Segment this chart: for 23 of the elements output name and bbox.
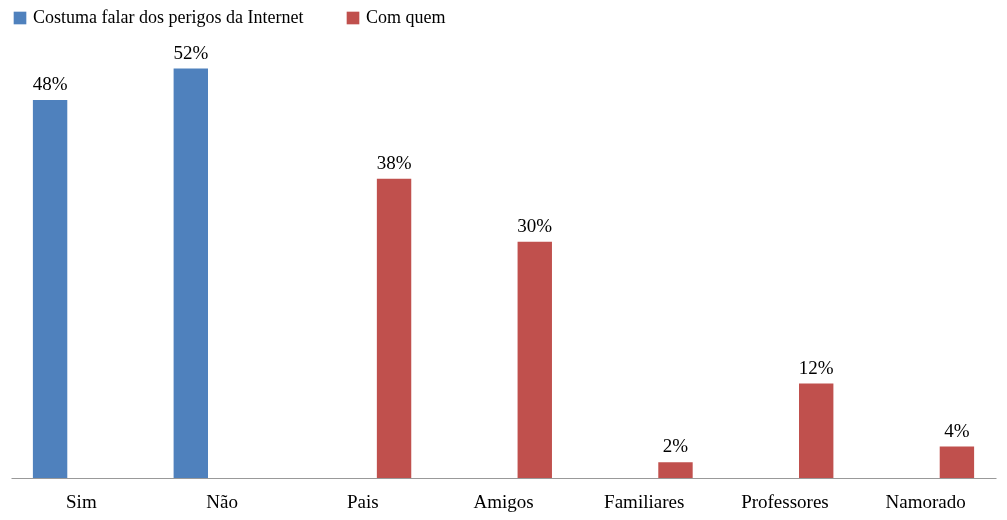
x-tick-label: Familiares — [604, 490, 685, 512]
data-label: 52% — [173, 41, 209, 63]
data-label: 38% — [376, 151, 412, 173]
bar — [799, 383, 834, 478]
data-label: 12% — [798, 356, 834, 378]
x-tick-label: Amigos — [473, 490, 534, 512]
x-tick-label: Professores — [741, 490, 829, 512]
x-tick-label: Namorado — [885, 490, 966, 512]
bar — [939, 446, 975, 478]
x-tick-label: Não — [206, 490, 238, 512]
legend-label: Costuma falar dos perigos da Internet — [33, 7, 304, 27]
bar — [32, 100, 68, 478]
legend-label: Com quem — [366, 7, 446, 27]
data-label: 30% — [517, 214, 553, 236]
bar — [517, 241, 552, 478]
bar — [376, 178, 412, 478]
data-label: 4% — [944, 419, 970, 441]
data-label: 2% — [662, 435, 689, 457]
data-label: 48% — [32, 73, 68, 95]
bar — [658, 462, 693, 478]
x-tick-label: Sim — [66, 490, 97, 512]
x-tick-label: Pais — [346, 490, 379, 512]
bar — [173, 68, 208, 478]
